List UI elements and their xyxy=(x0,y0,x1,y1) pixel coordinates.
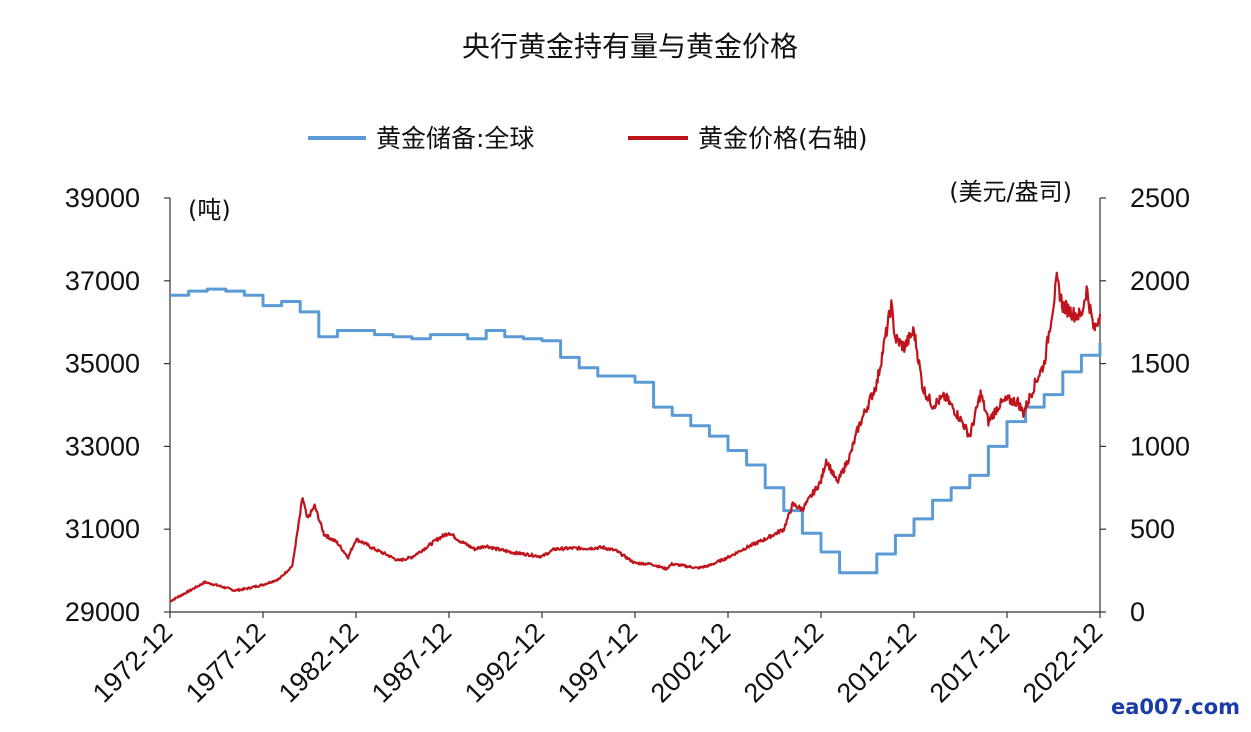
left-tick-label: 29000 xyxy=(65,597,140,627)
left-tick-label: 33000 xyxy=(65,431,140,461)
right-axis: 0 500 1000 1500 2000 2500 xyxy=(1099,183,1190,627)
x-tick-label: 1992-12 xyxy=(459,617,550,708)
watermark: ea007.com xyxy=(1111,695,1240,719)
legend-label-gold-reserves: 黄金储备:全球 xyxy=(376,124,534,153)
series-line-gold-price xyxy=(169,271,1102,603)
x-tick-label: 2002-12 xyxy=(645,617,736,708)
right-tick-label: 2000 xyxy=(1130,266,1190,296)
left-tick-label: 37000 xyxy=(65,266,140,296)
x-axis: 1972-12 1977-12 1982-12 1987-12 1992-12 1997-… xyxy=(87,611,1108,708)
x-tick-label: 1977-12 xyxy=(180,617,271,708)
right-tick-label: 1000 xyxy=(1130,431,1190,461)
left-tick-label: 31000 xyxy=(65,514,140,544)
x-tick-label: 1982-12 xyxy=(273,617,364,708)
right-tick-label: 1500 xyxy=(1130,349,1190,379)
series-line-gold-reserves xyxy=(170,287,1102,575)
right-axis-unit: (美元/盎司) xyxy=(949,178,1072,206)
series-lines xyxy=(169,271,1102,603)
left-axis: 29000 31000 33000 35000 37000 39000 xyxy=(65,183,171,627)
left-tick-label: 39000 xyxy=(65,183,140,213)
legend-label-gold-price: 黄金价格(右轴) xyxy=(698,124,868,153)
x-tick-label: 2022-12 xyxy=(1017,617,1108,708)
x-tick-label: 2017-12 xyxy=(924,617,1015,708)
left-axis-unit: (吨) xyxy=(188,196,231,224)
x-tick-label: 1987-12 xyxy=(366,617,457,708)
right-tick-label: 2500 xyxy=(1130,183,1190,213)
x-tick-label: 2012-12 xyxy=(831,617,922,708)
right-tick-label: 500 xyxy=(1130,514,1175,544)
left-tick-label: 35000 xyxy=(65,349,140,379)
chart-title: 央行黄金持有量与黄金价格 xyxy=(462,30,798,63)
x-tick-label: 1972-12 xyxy=(87,617,178,708)
x-tick-label: 1997-12 xyxy=(552,617,643,708)
x-tick-label: 2007-12 xyxy=(738,617,829,708)
right-tick-label: 0 xyxy=(1130,597,1145,627)
legend: 黄金储备:全球 黄金价格(右轴) xyxy=(308,124,868,153)
